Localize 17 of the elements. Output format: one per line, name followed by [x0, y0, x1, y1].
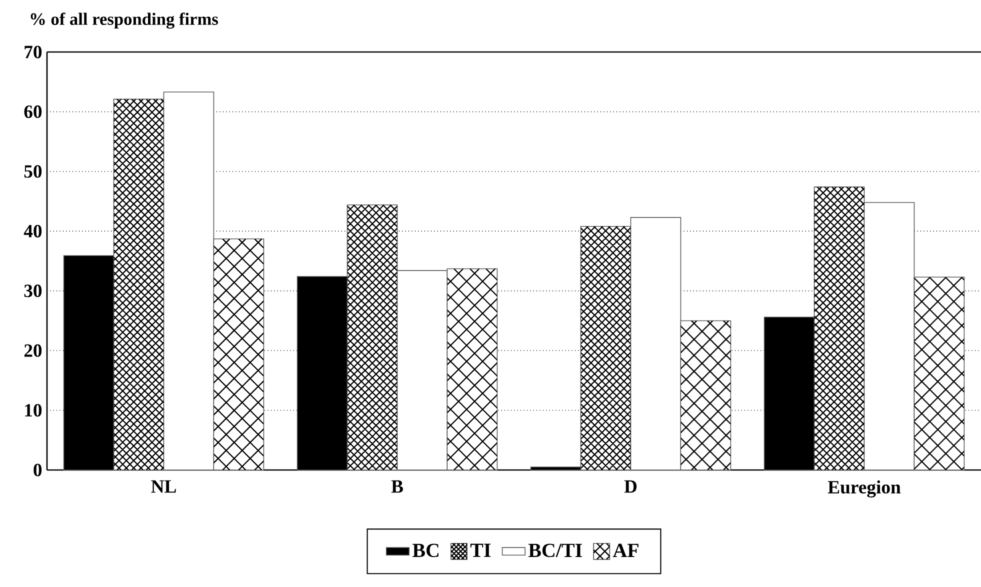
- legend-label: AF: [612, 544, 638, 557]
- y-tick-label: 20: [24, 344, 42, 357]
- legend-label: TI: [470, 544, 491, 557]
- x-tick-label: D: [624, 480, 637, 493]
- x-tick-label: B: [391, 480, 403, 493]
- y-axis-title: % of all responding firms: [30, 12, 218, 29]
- x-tick-label: Euregion: [828, 480, 901, 498]
- legend-label: BC/TI: [528, 544, 582, 558]
- legend-label: BC: [412, 544, 438, 558]
- y-tick-label: 30: [24, 284, 42, 298]
- y-tick-label: 60: [24, 105, 42, 118]
- y-tick-label: 50: [24, 165, 42, 178]
- x-tick-label: NL: [151, 480, 176, 493]
- y-tick-label: 40: [24, 224, 42, 238]
- y-tick-label: 0: [34, 464, 42, 476]
- y-tick-label: 70: [24, 46, 42, 58]
- y-tick-label: 10: [25, 404, 42, 417]
